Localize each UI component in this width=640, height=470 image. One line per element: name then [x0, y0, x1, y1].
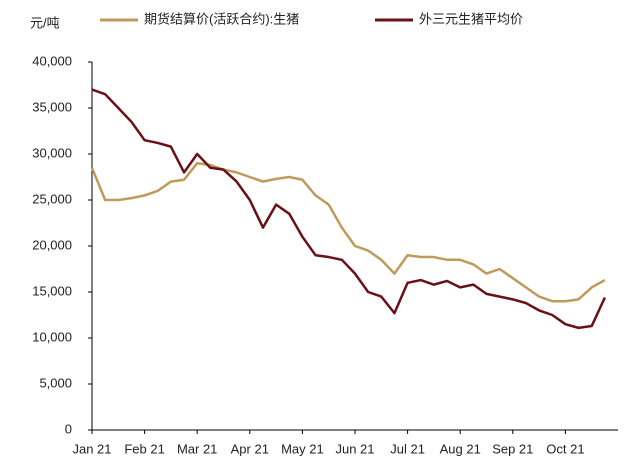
legend-label: 外三元生猪平均价 — [419, 11, 523, 26]
y-tick-label: 40,000 — [32, 53, 72, 68]
x-tick-label: Jul 21 — [390, 441, 425, 456]
x-tick-label: Jan 21 — [72, 441, 111, 456]
x-tick-label: Apr 21 — [231, 441, 269, 456]
x-tick-label: May 21 — [281, 441, 324, 456]
y-tick-label: 35,000 — [32, 99, 72, 114]
y-tick-label: 5,000 — [39, 375, 72, 390]
y-tick-label: 15,000 — [32, 283, 72, 298]
x-tick-label: Aug 21 — [440, 441, 481, 456]
x-tick-label: Oct 21 — [546, 441, 584, 456]
y-tick-label: 30,000 — [32, 145, 72, 160]
legend-label: 期货结算价(活跃合约):生猪 — [144, 11, 299, 26]
x-tick-label: Sep 21 — [492, 441, 533, 456]
x-tick-label: Jun 21 — [335, 441, 374, 456]
series-line — [91, 88, 606, 330]
y-tick-label: 20,000 — [32, 237, 72, 252]
x-tick-label: Mar 21 — [177, 441, 217, 456]
y-axis-label: 元/吨 — [30, 15, 60, 30]
series-line — [90, 161, 606, 303]
y-tick-label: 25,000 — [32, 191, 72, 206]
y-tick-label: 10,000 — [32, 329, 72, 344]
y-tick-label: 0 — [65, 421, 72, 436]
x-tick-label: Feb 21 — [124, 441, 164, 456]
